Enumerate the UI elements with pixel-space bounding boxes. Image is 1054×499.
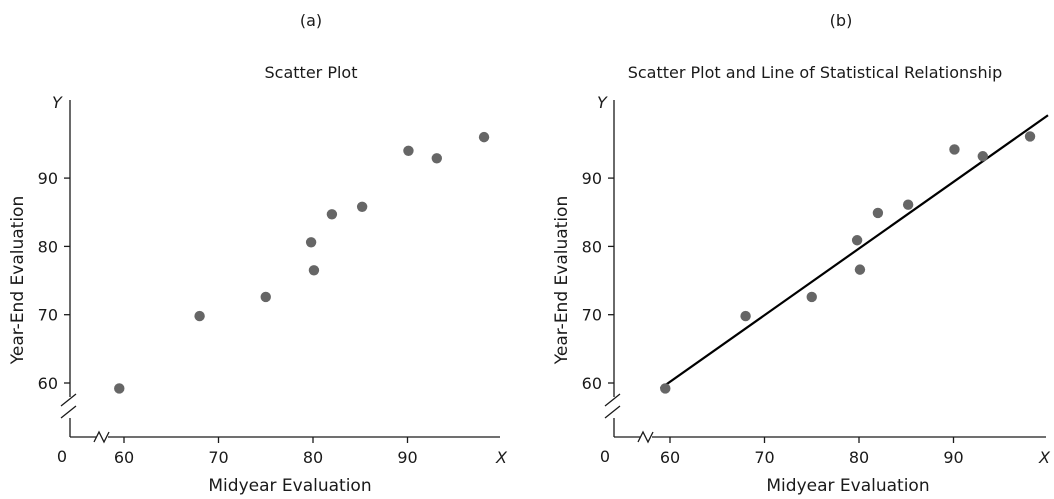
data-point <box>740 310 751 322</box>
data-point <box>431 153 442 164</box>
y-axis-title: Year-End Evaluation <box>552 196 572 365</box>
y-axis-break <box>604 393 621 419</box>
data-point <box>1024 131 1036 142</box>
data-point <box>194 310 205 322</box>
data-point <box>872 207 884 219</box>
y-tick-label: 90 <box>38 169 58 188</box>
ticks-a: 60 70 80 90 60 70 80 90 <box>38 169 418 467</box>
x-tick-label: 80 <box>303 448 323 467</box>
data-point <box>977 151 988 162</box>
y-axis-title: Year-End Evaluation <box>8 196 28 365</box>
y-tick-label: 70 <box>38 306 58 325</box>
data-point <box>308 265 320 276</box>
y-tick-label: 80 <box>582 237 602 256</box>
panel-label: (a) <box>300 11 322 30</box>
y-axis-letter: Y <box>52 93 63 112</box>
x-axis-title: Midyear Evaluation <box>766 476 929 496</box>
x-tick-label: 80 <box>849 448 869 467</box>
x-tick-label: 90 <box>397 448 417 467</box>
y-tick-label: 90 <box>582 169 602 188</box>
data-point <box>806 291 817 303</box>
data-point <box>478 131 490 143</box>
data-point <box>356 201 368 212</box>
data-point <box>114 383 125 394</box>
x-axis-break <box>637 430 654 444</box>
x-tick-label: 60 <box>660 448 680 467</box>
data-point <box>660 383 671 394</box>
origin-label: 0 <box>57 447 67 466</box>
x-tick-label: 60 <box>114 448 134 467</box>
data-point <box>854 264 866 275</box>
y-axis-letter: Y <box>597 93 608 112</box>
y-tick-label: 60 <box>38 374 58 393</box>
y-tick-label: 60 <box>582 374 602 393</box>
x-tick-label: 90 <box>943 448 963 467</box>
data-point <box>902 199 914 210</box>
data-point <box>305 237 317 248</box>
x-axis-title: Midyear Evaluation <box>208 476 371 496</box>
points-b <box>660 131 1036 394</box>
data-point <box>326 209 338 220</box>
data-point <box>260 291 271 303</box>
panel-a: (a) Scatter Plot Year-End Evaluation Mid… <box>8 11 508 496</box>
chart-title: Scatter Plot <box>265 63 358 82</box>
y-tick-label: 70 <box>582 306 602 325</box>
chart-title: Scatter Plot and Line of Statistical Rel… <box>628 63 1003 82</box>
data-point <box>851 235 863 246</box>
panel-b: (b) Scatter Plot and Line of Statistical… <box>552 11 1051 496</box>
x-axis-letter: X <box>1038 448 1051 467</box>
fit-line <box>659 114 1049 390</box>
origin-label: 0 <box>600 447 610 466</box>
x-tick-label: 70 <box>208 448 228 467</box>
x-tick-label: 70 <box>754 448 774 467</box>
y-axis-break <box>60 393 77 419</box>
y-tick-label: 80 <box>38 237 58 256</box>
data-point <box>403 145 414 156</box>
x-axis-letter: X <box>495 448 508 467</box>
panel-label: (b) <box>830 11 853 30</box>
x-axis-break <box>93 430 110 444</box>
data-point <box>949 144 960 155</box>
ticks-b: 60 70 80 90 60 70 80 90 <box>582 169 964 467</box>
points-a <box>114 131 490 394</box>
